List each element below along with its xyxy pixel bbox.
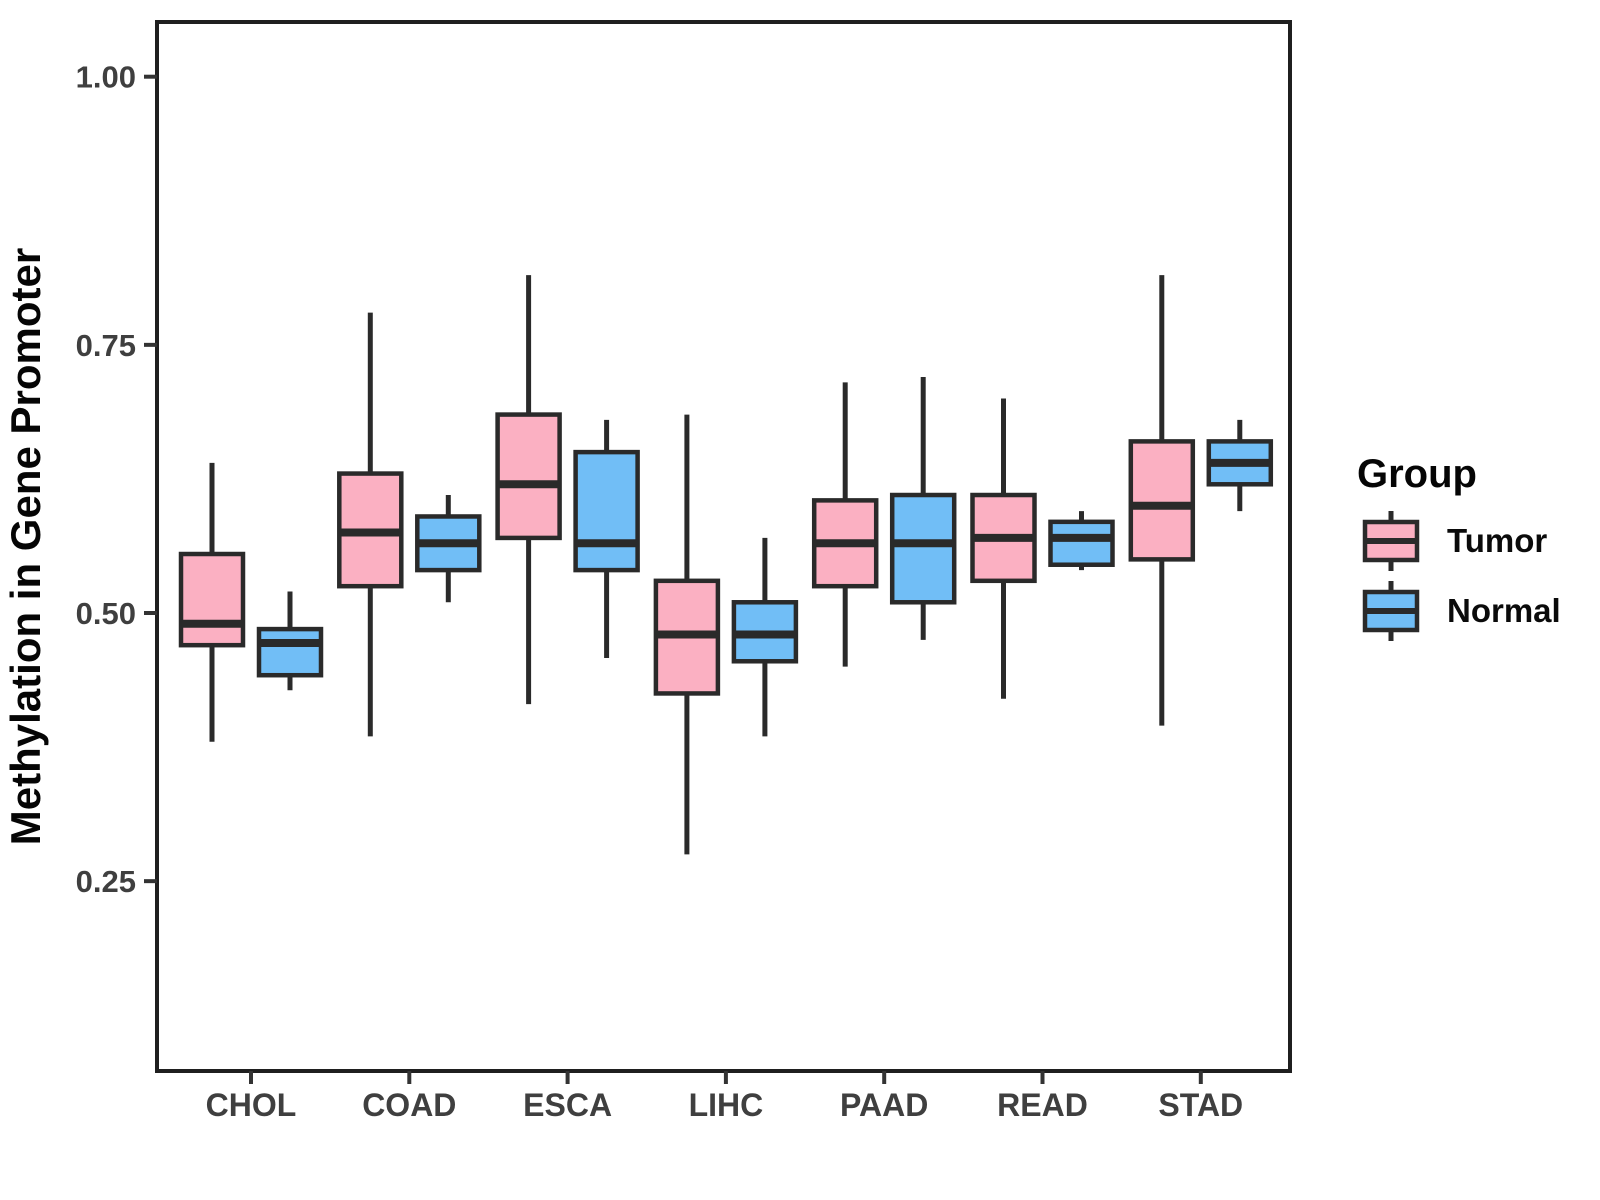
boxplot-ESCA-Tumor <box>495 275 562 705</box>
boxplot-READ-Normal <box>1048 511 1115 571</box>
y-axis-title: Methylation in Gene Promoter <box>2 248 49 845</box>
y-axis-tick-label-1.00: 1.00 <box>76 60 136 95</box>
y-axis-tick-label-0.25: 0.25 <box>76 864 136 899</box>
boxplot-READ-Tumor <box>970 398 1037 699</box>
legend-key-boxplot-glyph-normal-icon <box>1362 581 1420 641</box>
box-CHOL-Tumor <box>178 551 246 648</box>
legend-item-tumor: Tumor <box>1362 511 1547 571</box>
boxplot-LIHC-Tumor <box>653 414 721 855</box>
x-axis-label-COAD: COAD <box>362 1087 456 1123</box>
x-axis-label-STAD: STAD <box>1158 1087 1243 1123</box>
y-axis-tick-label-0.75: 0.75 <box>76 328 136 363</box>
boxplot-COAD-Tumor <box>337 312 404 737</box>
x-axis-label-ESCA: ESCA <box>523 1087 612 1123</box>
boxplot-COAD-Normal <box>415 495 482 603</box>
box-READ-Normal <box>1048 519 1115 567</box>
boxplot-PAAD-Normal <box>889 377 957 640</box>
y-axis-tick-label-0.50: 0.50 <box>76 596 136 631</box>
boxplot-CHOL-Normal <box>256 591 324 691</box>
legend-title: Group <box>1357 452 1477 496</box>
legend-label-normal: Normal <box>1447 592 1561 629</box>
box-ESCA-Tumor <box>495 412 562 541</box>
boxplot-CHOL-Tumor <box>178 462 246 742</box>
plot-panel <box>155 20 1292 1073</box>
legend-item-normal: Normal <box>1362 581 1561 641</box>
box-STAD-Tumor <box>1128 439 1196 562</box>
boxplot-STAD-Normal <box>1206 419 1274 512</box>
legend-key-boxplot-glyph-tumor-icon <box>1362 511 1420 571</box>
x-axis-label-CHOL: CHOL <box>206 1087 297 1123</box>
boxplot-ESCA-Normal <box>573 419 640 659</box>
box-PAAD-Normal <box>889 492 957 605</box>
boxplot-PAAD-Tumor <box>811 382 879 667</box>
legend-label-tumor: Tumor <box>1447 522 1547 559</box>
x-axis-label-READ: READ <box>997 1087 1088 1123</box>
box-ESCA-Normal <box>573 449 640 573</box>
boxplot-LIHC-Normal <box>731 537 799 737</box>
boxplot-STAD-Tumor <box>1128 275 1196 726</box>
x-axis-label-LIHC: LIHC <box>689 1087 764 1123</box>
legend: Group Tumor Normal <box>1357 452 1561 641</box>
x-axis-label-PAAD: PAAD <box>840 1087 928 1123</box>
box-CHOL-Normal <box>256 626 324 678</box>
